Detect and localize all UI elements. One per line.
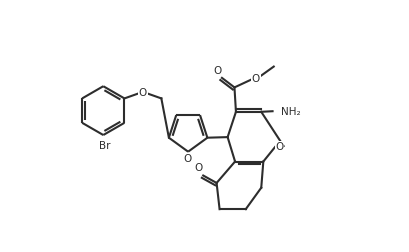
Text: O: O xyxy=(213,66,221,76)
Text: O: O xyxy=(139,87,147,98)
Text: O: O xyxy=(194,163,202,172)
Text: O: O xyxy=(183,154,192,164)
Text: Br: Br xyxy=(99,140,110,150)
Text: O: O xyxy=(276,141,284,151)
Text: NH₂: NH₂ xyxy=(281,107,300,117)
Text: O: O xyxy=(252,74,260,84)
